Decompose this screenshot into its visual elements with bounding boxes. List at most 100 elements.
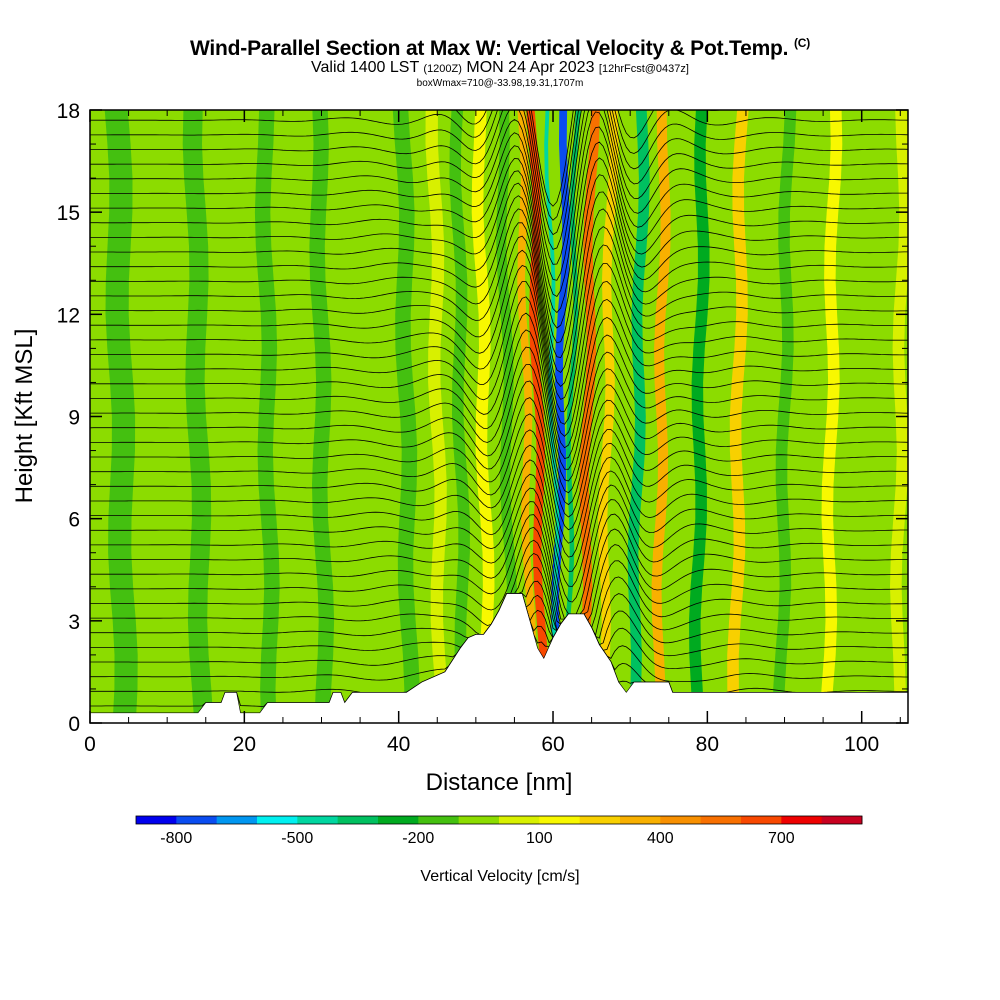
theta-contour-line [90, 110, 908, 236]
y-tick-label: 3 [68, 611, 80, 634]
colorbar-swatch [176, 816, 218, 824]
theta-contour-line [90, 110, 908, 250]
colorbar-swatch [660, 816, 702, 824]
theta-contour-line [90, 235, 908, 412]
subtitle-date: MON 24 Apr 2023 [466, 59, 595, 76]
theta-contour-line [90, 110, 908, 281]
x-tick-label: 100 [844, 733, 879, 756]
velocity-band [223, 110, 249, 723]
chart-box-info: boxWmax=710@-33.98,19.31,1707m [416, 78, 584, 89]
theta-contour-line [90, 363, 908, 506]
subtitle-valid: Valid 1400 LST [311, 59, 419, 76]
y-tick-label: 9 [68, 407, 80, 430]
colorbar-swatch [620, 816, 661, 824]
colorbar-frame [135, 815, 863, 825]
plot-area [90, 110, 908, 723]
theta-contour-line [90, 296, 908, 459]
y-tick-label: 6 [68, 509, 80, 532]
theta-contour-line [90, 473, 908, 603]
colorbar-label: -500 [281, 830, 313, 847]
velocity-band [544, 110, 562, 723]
velocity-band [425, 110, 450, 723]
x-tick-label: 20 [233, 733, 256, 756]
velocity-band [727, 110, 749, 723]
velocity-band [773, 110, 797, 723]
x-tick-label: 80 [696, 733, 719, 756]
colorbar-swatch [216, 816, 258, 824]
velocity-band [104, 110, 138, 723]
colorbar-label: 400 [647, 830, 674, 847]
theta-contour-line [90, 380, 908, 518]
colorbar-swatch [539, 816, 581, 824]
velocity-band [595, 110, 619, 723]
theta-contour-line [90, 157, 908, 344]
velocity-band [182, 110, 214, 723]
colorbar-swatch [821, 816, 863, 824]
colorbar-swatch [458, 816, 500, 824]
velocity-band [526, 110, 549, 723]
theta-contour-line [90, 329, 908, 482]
colorbar-label: 700 [768, 830, 795, 847]
y-tick-label: 18 [57, 100, 80, 123]
velocity-band [143, 110, 175, 723]
y-tick-label: 0 [68, 713, 80, 736]
colorbar-swatch [257, 816, 298, 824]
theta-contour-line [90, 174, 908, 358]
y-tick-label: 12 [57, 304, 80, 327]
theta-contour-line [90, 514, 908, 620]
theta-contour-line [90, 312, 908, 470]
colorbar-swatch [337, 816, 379, 824]
x-tick-label: 60 [541, 733, 564, 756]
theta-contour-line [90, 487, 908, 615]
theta-contour-line [90, 265, 908, 437]
theta-contour-line [90, 110, 908, 221]
colorbar: -800 -500 -200 100 400 700 [135, 815, 863, 847]
colorbar-swatch [418, 816, 460, 824]
velocity-band [254, 110, 280, 723]
theta-contour-line [90, 126, 908, 314]
theta-contour-line [90, 444, 908, 572]
x-axis-label: Distance [nm] [426, 769, 573, 796]
x-tick-label: 0 [84, 733, 96, 756]
title-copyright: (C) [793, 36, 811, 50]
velocity-band [575, 110, 600, 723]
theta-contour-line [90, 459, 908, 587]
colorbar-swatch [499, 816, 540, 824]
velocity-band [859, 110, 881, 723]
colorbar-swatch [741, 816, 782, 824]
theta-contour-line [90, 191, 908, 374]
theta-contour-line [90, 208, 908, 387]
colorbar-swatch [297, 816, 339, 824]
theta-contour-line [90, 413, 908, 544]
velocity-band [348, 110, 374, 723]
axes: 0 20 40 60 80 100 0 3 6 9 12 15 18 [57, 100, 908, 756]
velocity-band [496, 110, 518, 723]
theta-contour-line [90, 501, 908, 620]
velocity-band [471, 110, 495, 723]
x-tick-label: 40 [387, 733, 410, 756]
velocity-band [689, 110, 710, 723]
colorbar-swatch [781, 816, 823, 824]
chart-subtitle: Valid 1400 LST (1200Z) MON 24 Apr 2023 [… [0, 59, 1000, 77]
velocity-band [627, 110, 650, 723]
colorbar-label: 100 [526, 830, 553, 847]
colorbar-label: -800 [160, 830, 192, 847]
velocity-bands [104, 110, 908, 723]
velocity-band [449, 110, 471, 723]
colorbar-swatch [378, 816, 419, 824]
theta-contour-line [90, 429, 908, 558]
velocity-band [819, 110, 843, 723]
y-axis-label: Height [Kft MSL] [11, 329, 38, 504]
theta-contour-line [90, 249, 908, 425]
colorbar-swatch [136, 816, 177, 824]
colorbar-swatch [579, 816, 621, 824]
theta-contour-line [90, 222, 908, 400]
y-tick-label: 15 [57, 202, 80, 225]
velocity-band [309, 110, 335, 723]
velocity-band [562, 110, 581, 723]
theta-contour-line [90, 397, 908, 531]
theta-contour-line [90, 346, 908, 494]
theta-contour-line [90, 281, 908, 449]
subtitle-forecast: [12hrFcst@0437z] [598, 63, 689, 75]
